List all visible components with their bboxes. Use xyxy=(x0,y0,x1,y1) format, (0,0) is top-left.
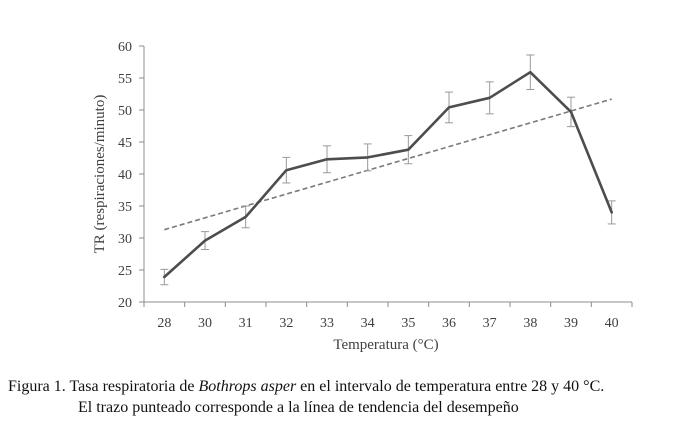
trendline xyxy=(164,98,612,231)
y-tick-label: 35 xyxy=(118,200,132,215)
axes xyxy=(139,45,633,307)
caption-species: Bothrops asper xyxy=(198,378,297,395)
tick-labels: 20 25 30 35 40 45 50 55 60 28 30 31 32 33 34 35 36 37 38 39… xyxy=(118,40,619,331)
series-group xyxy=(163,70,614,279)
caption-text-before: Tasa respiratoria de xyxy=(65,378,199,395)
x-tick-label: 38 xyxy=(523,316,537,331)
caption-line-1: Figura 1. Tasa respiratoria de Bothrops … xyxy=(8,376,673,397)
x-tick-label: 36 xyxy=(442,316,456,331)
x-tick-label: 28 xyxy=(157,316,171,331)
series-line xyxy=(163,70,614,279)
figure-caption: Figura 1. Tasa respiratoria de Bothrops … xyxy=(8,376,673,418)
x-tick-label: 31 xyxy=(239,316,253,331)
y-axis-title: TR (respiraciones/minuto) xyxy=(92,95,108,254)
y-tick-label: 60 xyxy=(118,40,132,55)
x-tick-label: 34 xyxy=(361,316,375,331)
y-tick-label: 45 xyxy=(118,136,132,151)
y-tick-label: 25 xyxy=(118,264,132,279)
y-tick-label: 55 xyxy=(118,72,132,87)
respiratory-rate-chart: 20 25 30 35 40 45 50 55 60 28 30 31 32 33 34 35 36 37 38 39… xyxy=(92,40,633,353)
y-tick-label: 20 xyxy=(118,296,132,311)
trendline-group xyxy=(164,98,612,231)
x-tick-label: 30 xyxy=(198,316,212,331)
y-tick-label: 30 xyxy=(118,232,132,247)
x-tick-label: 39 xyxy=(564,316,578,331)
caption-text-after: en el intervalo de temperatura entre 28 … xyxy=(296,378,605,395)
x-tick-label: 33 xyxy=(320,316,334,331)
y-tick-label: 50 xyxy=(118,104,132,119)
x-tick-label: 37 xyxy=(483,316,497,331)
caption-line-2: El trazo punteado corresponde a la línea… xyxy=(78,399,519,416)
y-tick-label: 40 xyxy=(118,168,132,183)
caption-label: Figura 1. xyxy=(8,378,66,395)
x-axis-title: Temperatura (°C) xyxy=(333,337,438,353)
x-tick-label: 32 xyxy=(279,316,293,331)
x-tick-label: 35 xyxy=(401,316,415,331)
x-tick-label: 40 xyxy=(605,316,619,331)
